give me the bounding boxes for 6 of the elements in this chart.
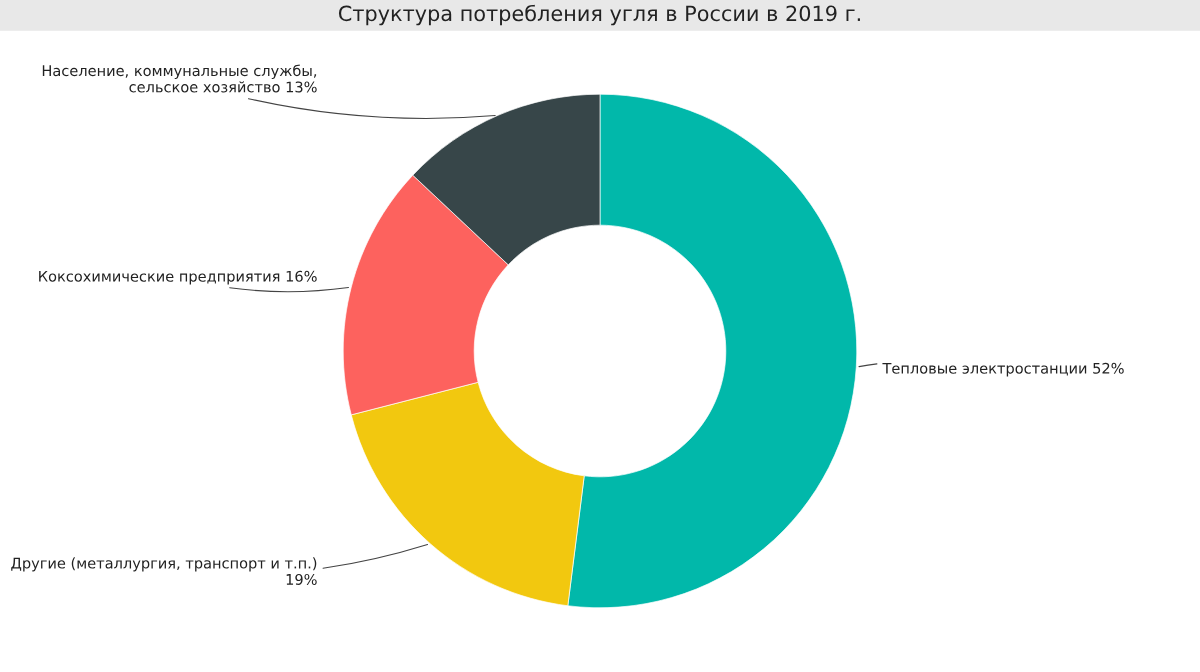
slice-label: Тепловые электростанции 52% — [882, 362, 1124, 377]
slice-label: Население, коммунальные службы, сельское хозяйство 13% — [42, 64, 317, 93]
slice-label: Другие (металлургия, транспорт и т.п.) — [11, 557, 317, 572]
chart-title: Структура потребления угля в России в 2019 г. — [338, 4, 860, 26]
slice-label: Коксохимические предприятия 16% — [39, 270, 317, 285]
data-label: 19% — [286, 573, 317, 585]
